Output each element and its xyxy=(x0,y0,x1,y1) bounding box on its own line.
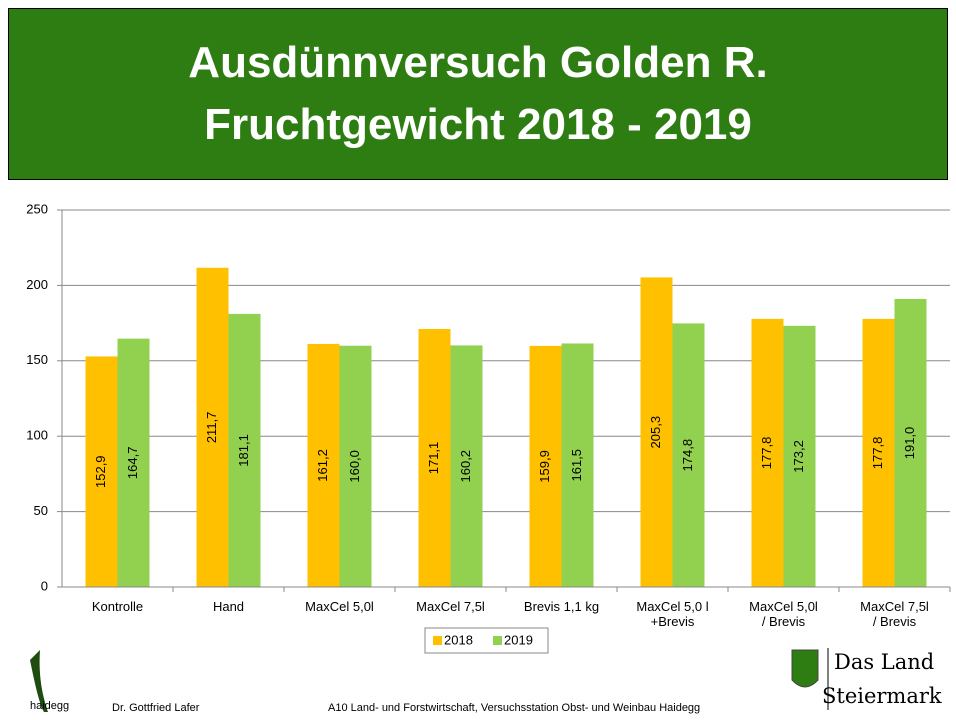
legend-swatch xyxy=(433,636,442,645)
value-label: 205,3 xyxy=(648,416,663,449)
value-label: 174,8 xyxy=(680,439,695,472)
y-tick-label: 100 xyxy=(26,428,48,443)
value-label: 211,7 xyxy=(204,412,219,444)
logo-text: haidegg xyxy=(30,700,70,712)
value-label: 191,0 xyxy=(902,427,917,460)
value-label: 171,1 xyxy=(426,442,441,475)
legend-label: 2019 xyxy=(504,632,533,647)
bar xyxy=(450,345,483,587)
x-tick-label: MaxCel 5,0l / Brevis xyxy=(749,599,818,629)
value-label: 164,7 xyxy=(125,447,140,480)
bar xyxy=(640,277,673,587)
legend-label: 2018 xyxy=(444,632,473,647)
value-label: 173,2 xyxy=(791,440,806,473)
logo-leaf xyxy=(30,650,48,712)
value-label: 177,8 xyxy=(759,437,774,470)
x-tick-label: MaxCel 5,0l xyxy=(305,599,374,614)
bar xyxy=(196,267,229,587)
bar xyxy=(228,313,261,587)
bar xyxy=(85,356,118,587)
y-tick-label: 200 xyxy=(26,277,48,292)
institution: A10 Land- und Forstwirtschaft, Versuchss… xyxy=(328,702,701,714)
value-label: 160,2 xyxy=(458,450,473,483)
bar xyxy=(561,343,594,587)
bar xyxy=(862,318,895,587)
bar xyxy=(339,345,372,587)
value-label: 160,0 xyxy=(347,450,362,483)
value-label: 181,1 xyxy=(236,434,251,467)
slide-title: Ausdünnversuch Golden R. Fruchtgewicht 2… xyxy=(8,8,948,180)
brand: Steiermark xyxy=(822,684,942,708)
x-tick-label: MaxCel 5,0 l +Brevis xyxy=(636,599,709,629)
x-tick-label: MaxCel 7,5l xyxy=(416,599,485,614)
bar xyxy=(418,328,451,587)
x-tick-label: MaxCel 7,5l / Brevis xyxy=(860,599,929,629)
bar xyxy=(672,323,705,587)
value-label: 177,8 xyxy=(870,437,885,470)
bar xyxy=(751,318,784,587)
brand: Das Land xyxy=(834,650,935,674)
value-label: 159,9 xyxy=(537,450,552,483)
x-tick-label: Brevis 1,1 kg xyxy=(523,599,600,614)
value-label: 161,5 xyxy=(569,449,584,482)
x-tick-label: Hand xyxy=(212,599,245,614)
bar xyxy=(529,345,562,587)
y-tick-label: 150 xyxy=(26,352,48,367)
legend-box xyxy=(424,627,549,654)
bar xyxy=(894,298,927,587)
bar xyxy=(117,338,150,587)
author: Dr. Gottfried Lafer xyxy=(112,702,200,714)
value-label: 152,9 xyxy=(93,455,108,488)
bar xyxy=(307,343,340,587)
x-tick-label: Kontrolle xyxy=(91,599,144,614)
coat-of-arms xyxy=(791,649,819,688)
y-tick-label: 50 xyxy=(34,503,48,518)
y-tick-label: 250 xyxy=(26,201,48,216)
bar xyxy=(783,325,816,587)
legend-swatch xyxy=(493,636,502,645)
y-tick-label: 0 xyxy=(41,578,48,593)
value-label: 161,2 xyxy=(315,449,330,482)
